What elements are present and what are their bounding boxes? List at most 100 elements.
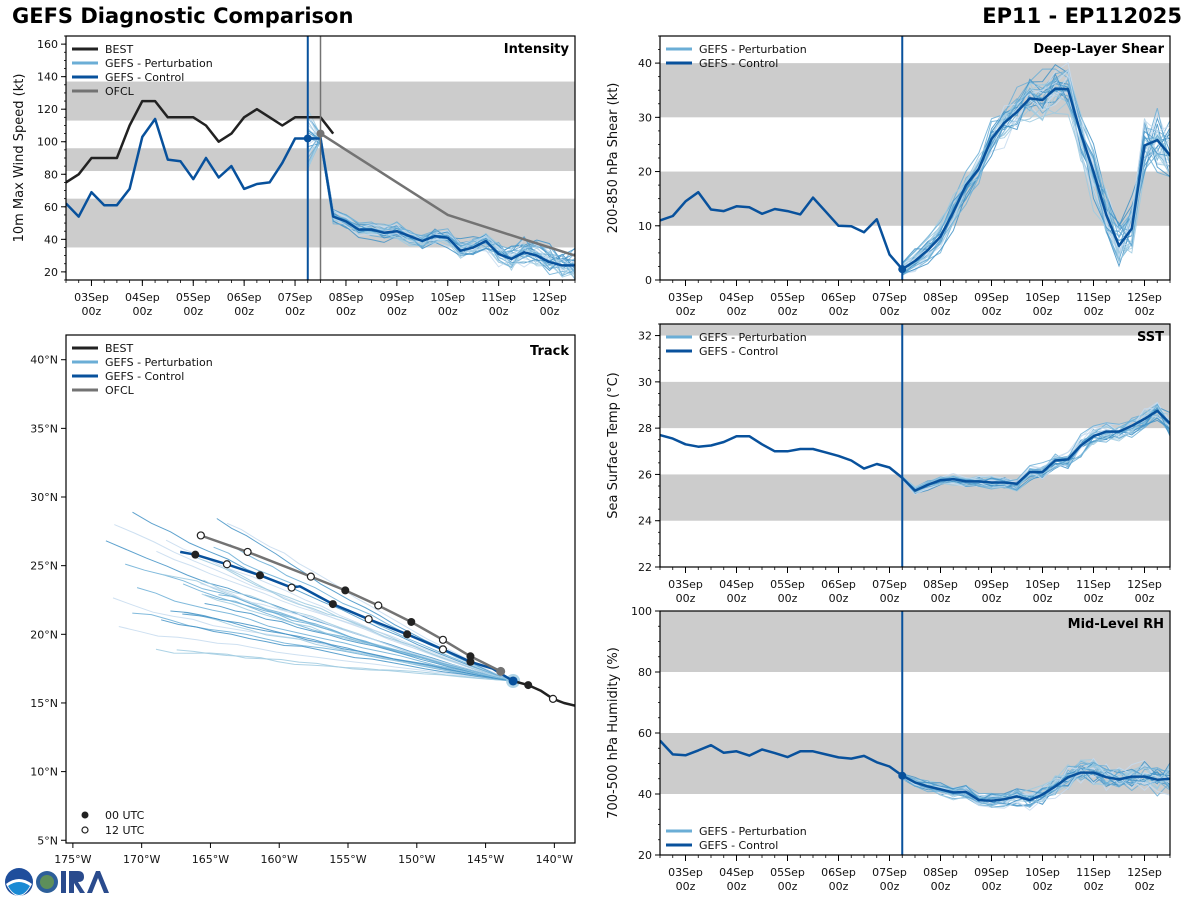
x-tick-hour: 00z [931, 880, 951, 893]
x-tick-hour: 00z [931, 592, 951, 605]
x-tick-hour: 00z [778, 305, 798, 318]
ofcl-start-marker [496, 666, 506, 676]
y-tick-label: 10°N [30, 766, 58, 779]
perturbation-track [229, 544, 514, 682]
perturbation-line [307, 113, 575, 274]
cira-wordmark [36, 871, 109, 893]
panel-shear: 01020304003Sep00z04Sep00z05Sep00z06Sep00… [606, 35, 1171, 318]
x-tick-hour: 00z [829, 880, 849, 893]
y-tick-label: 10 [638, 220, 652, 233]
x-tick-date: 11Sep [481, 291, 516, 304]
y-axis-label: 10m Max Wind Speed (kt) [12, 74, 27, 243]
plot-area-track [105, 511, 575, 707]
marker-12utc [287, 583, 296, 592]
perturbation-line [307, 132, 575, 277]
x-tick-hour: 00z [183, 305, 203, 318]
y-axis-label: 700-500 hPa Humidity (%) [606, 647, 621, 819]
perturbation-track [200, 583, 514, 682]
y-tick-label: 80 [44, 168, 58, 181]
x-tick-label: 150°W [398, 853, 435, 866]
shaded-band [660, 474, 1170, 521]
x-tick-date: 12Sep [1127, 578, 1162, 591]
x-tick-hour: 00z [489, 305, 509, 318]
y-tick-label: 120 [37, 103, 58, 116]
x-tick-hour: 00z [1135, 305, 1155, 318]
x-tick-hour: 00z [829, 592, 849, 605]
legend-label-perturbation: GEFS - Perturbation [699, 43, 807, 56]
marker-00utc [341, 586, 350, 595]
best-track-line [66, 99, 335, 184]
x-tick-hour: 00z [1084, 305, 1104, 318]
x-tick-date: 08Sep [329, 291, 364, 304]
panel-title: Intensity [504, 42, 570, 57]
x-tick-date: 04Sep [719, 866, 754, 879]
marker-12utc [196, 531, 205, 540]
perturbation-line [902, 76, 1170, 270]
legend-marker-00utc [81, 811, 89, 819]
y-tick-label: 160 [37, 38, 58, 51]
perturbation-track [156, 550, 514, 682]
x-tick-date: 09Sep [974, 291, 1009, 304]
x-tick-label: 165°W [192, 853, 229, 866]
x-tick-hour: 00z [1033, 880, 1053, 893]
panel-title: Mid-Level RH [1068, 617, 1164, 632]
storm-id-title: EP11 - EP112025 [982, 4, 1182, 28]
x-tick-hour: 00z [82, 305, 102, 318]
panel-rh: 2040608010003Sep00z04Sep00z05Sep00z06Sep… [606, 605, 1171, 893]
plot-area-rh [660, 611, 1170, 855]
x-tick-date: 04Sep [719, 578, 754, 591]
x-tick-hour: 00z [1135, 592, 1155, 605]
shaded-band [660, 611, 1170, 672]
x-tick-hour: 00z [676, 880, 696, 893]
x-tick-date: 05Sep [176, 291, 211, 304]
x-tick-hour: 00z [132, 305, 152, 318]
y-tick-label: 40 [44, 233, 58, 246]
y-tick-label: 25°N [30, 560, 58, 573]
ofcl-init-marker [316, 129, 325, 138]
x-tick-hour: 00z [540, 305, 560, 318]
x-tick-date: 08Sep [923, 291, 958, 304]
marker-00utc [403, 630, 412, 639]
perturbation-track [201, 593, 514, 682]
x-tick-date: 11Sep [1076, 578, 1111, 591]
x-tick-date: 03Sep [668, 578, 703, 591]
legend-label-ofcl: OFCL [105, 85, 135, 98]
legend-label-perturbation: GEFS - Perturbation [699, 825, 807, 838]
perturbation-track [132, 511, 514, 682]
x-tick-date: 03Sep [74, 291, 109, 304]
x-tick-hour: 00z [1135, 880, 1155, 893]
control-init-marker [303, 134, 312, 143]
y-axis-label: 200-850 hPa Shear (kt) [606, 83, 621, 234]
ofcl-track-line [200, 534, 502, 673]
noaa-icon [5, 868, 33, 896]
panel-intensity: 2040608010012014016003Sep00z04Sep00z05Se… [12, 35, 576, 318]
y-tick-label: 30 [638, 111, 652, 124]
y-axis-label: Sea Surface Temp (°C) [606, 372, 621, 519]
shaded-band [660, 63, 1170, 118]
marker-12utc [374, 601, 383, 610]
x-tick-date: 07Sep [872, 291, 907, 304]
x-tick-hour: 00z [1033, 592, 1053, 605]
x-tick-hour: 00z [676, 305, 696, 318]
marker-12utc [243, 547, 252, 557]
x-tick-hour: 00z [727, 880, 747, 893]
perturbation-line [902, 95, 1170, 263]
panel-sst: 22242628303203Sep00z04Sep00z05Sep00z06Se… [606, 323, 1171, 605]
x-tick-date: 09Sep [974, 866, 1009, 879]
axes-frame [659, 323, 1171, 568]
x-tick-label: 140°W [536, 853, 573, 866]
marker-00utc [255, 571, 264, 580]
x-tick-date: 07Sep [278, 291, 313, 304]
legend-label-control: GEFS - Control [105, 71, 184, 84]
perturbation-track [184, 612, 514, 682]
y-tick-label: 24 [638, 515, 652, 528]
x-tick-hour: 00z [285, 305, 305, 318]
perturbation-line [902, 763, 1170, 802]
legend-label-best: BEST [105, 43, 133, 56]
marker-12utc [438, 645, 448, 654]
x-tick-date: 12Sep [532, 291, 567, 304]
x-tick-date: 05Sep [770, 291, 805, 304]
perturbation-line [902, 83, 1170, 266]
x-tick-date: 07Sep [872, 866, 907, 879]
